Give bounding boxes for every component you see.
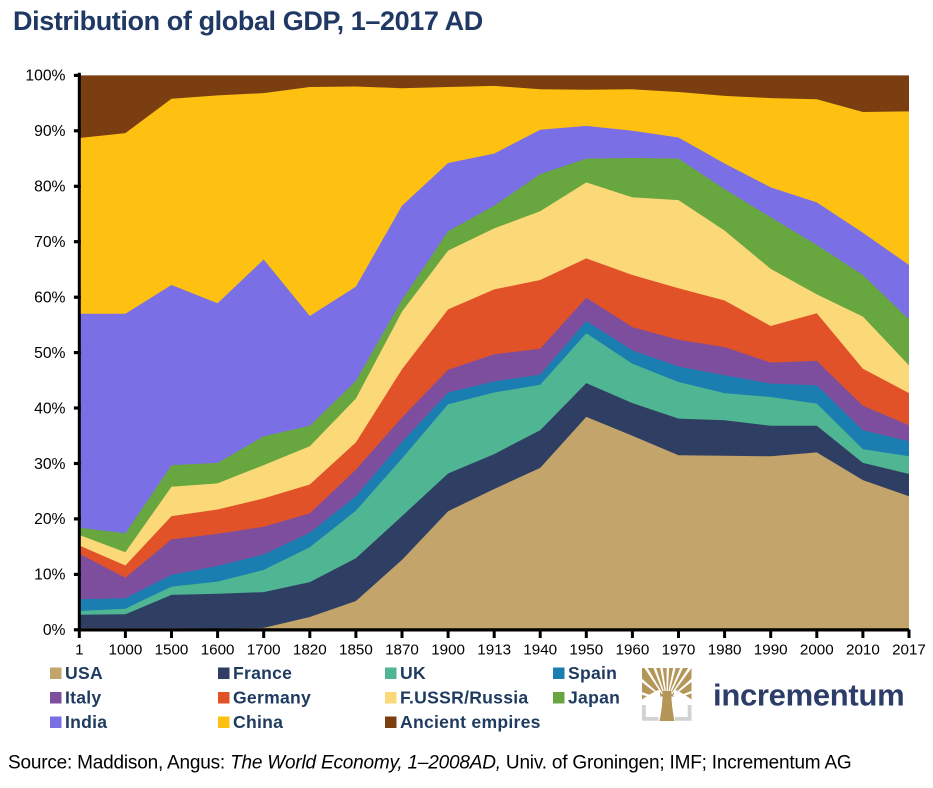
- svg-text:UK: UK: [400, 663, 426, 683]
- svg-text:1820: 1820: [293, 642, 327, 659]
- svg-text:1700: 1700: [247, 642, 281, 659]
- svg-text:China: China: [233, 712, 283, 732]
- svg-text:Italy: Italy: [65, 688, 101, 708]
- svg-text:Germany: Germany: [233, 688, 311, 708]
- svg-text:Japan: Japan: [568, 688, 620, 708]
- svg-text:1500: 1500: [155, 642, 189, 659]
- svg-text:1950: 1950: [569, 642, 603, 659]
- svg-text:2017: 2017: [892, 642, 926, 659]
- svg-text:1990: 1990: [754, 642, 788, 659]
- svg-text:1960: 1960: [616, 642, 650, 659]
- svg-text:Distribution of global GDP, 1–: Distribution of global GDP, 1–2017 AD: [13, 6, 483, 36]
- svg-text:1: 1: [75, 642, 83, 659]
- svg-text:60%: 60%: [34, 290, 65, 307]
- svg-text:1600: 1600: [201, 642, 235, 659]
- svg-text:50%: 50%: [34, 345, 65, 362]
- svg-text:10%: 10%: [34, 567, 65, 584]
- svg-text:1900: 1900: [431, 642, 465, 659]
- svg-text:incrementum: incrementum: [713, 678, 904, 713]
- svg-text:1913: 1913: [477, 642, 511, 659]
- svg-text:80%: 80%: [34, 179, 65, 196]
- svg-text:1980: 1980: [708, 642, 742, 659]
- svg-text:F.USSR/Russia: F.USSR/Russia: [400, 688, 528, 708]
- svg-text:2000: 2000: [800, 642, 834, 659]
- svg-text:1970: 1970: [662, 642, 696, 659]
- svg-text:0%: 0%: [43, 622, 66, 639]
- svg-text:30%: 30%: [34, 456, 65, 473]
- svg-text:Spain: Spain: [568, 663, 617, 683]
- svg-text:20%: 20%: [34, 511, 65, 528]
- svg-text:Source: Maddison, Angus: The W: Source: Maddison, Angus: The World Econo…: [8, 753, 852, 774]
- svg-text:2010: 2010: [846, 642, 880, 659]
- svg-text:Ancient empires: Ancient empires: [400, 712, 541, 732]
- svg-text:40%: 40%: [34, 400, 65, 417]
- svg-text:India: India: [65, 712, 107, 732]
- svg-text:70%: 70%: [34, 234, 65, 251]
- svg-text:1850: 1850: [339, 642, 373, 659]
- svg-text:90%: 90%: [34, 123, 65, 140]
- svg-text:1940: 1940: [523, 642, 557, 659]
- svg-text:USA: USA: [65, 663, 103, 683]
- svg-text:1870: 1870: [385, 642, 419, 659]
- svg-text:100%: 100%: [25, 68, 65, 85]
- svg-text:France: France: [233, 663, 292, 683]
- svg-text:1000: 1000: [109, 642, 143, 659]
